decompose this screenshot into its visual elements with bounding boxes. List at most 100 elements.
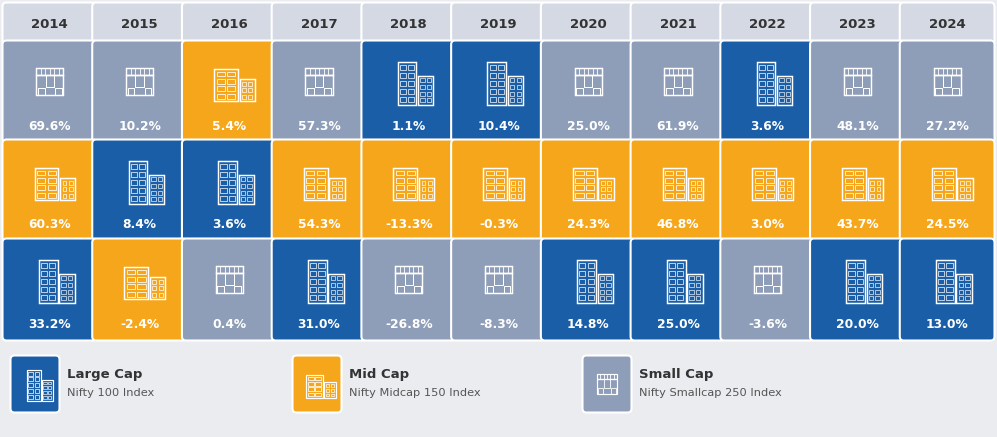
Bar: [677, 287, 684, 292]
Bar: [427, 78, 432, 83]
Bar: [306, 375, 323, 398]
Bar: [498, 65, 504, 70]
Bar: [777, 76, 793, 105]
Bar: [36, 75, 64, 95]
Bar: [247, 197, 252, 201]
Bar: [326, 389, 329, 392]
FancyBboxPatch shape: [3, 41, 98, 142]
Bar: [331, 276, 335, 281]
Bar: [427, 92, 432, 96]
Bar: [767, 73, 774, 78]
Bar: [234, 286, 241, 293]
Bar: [126, 68, 154, 75]
Bar: [215, 273, 243, 293]
Bar: [510, 78, 514, 83]
Text: 27.2%: 27.2%: [925, 119, 968, 132]
Bar: [665, 185, 673, 191]
FancyBboxPatch shape: [810, 41, 904, 142]
Bar: [691, 181, 695, 185]
Bar: [68, 283, 73, 287]
Bar: [487, 286, 494, 293]
Text: 13.0%: 13.0%: [926, 318, 968, 330]
Bar: [317, 178, 325, 183]
Bar: [842, 168, 866, 200]
FancyBboxPatch shape: [899, 3, 994, 45]
Bar: [516, 98, 521, 102]
Bar: [331, 296, 335, 300]
Bar: [946, 295, 953, 300]
Bar: [780, 98, 784, 102]
Bar: [48, 386, 52, 389]
Bar: [242, 88, 246, 92]
Bar: [677, 279, 684, 284]
Bar: [131, 188, 137, 193]
Bar: [400, 97, 406, 102]
Bar: [575, 193, 583, 198]
Bar: [766, 178, 774, 183]
Bar: [227, 72, 235, 76]
Bar: [767, 65, 774, 70]
Bar: [228, 180, 235, 185]
Bar: [868, 290, 873, 294]
Text: -8.3%: -8.3%: [479, 318, 518, 330]
Bar: [875, 276, 880, 281]
Bar: [46, 75, 54, 87]
Bar: [932, 168, 956, 200]
Text: 43.7%: 43.7%: [836, 218, 878, 232]
Bar: [396, 185, 404, 191]
Bar: [507, 76, 523, 105]
Bar: [27, 370, 41, 401]
Bar: [158, 184, 163, 188]
Text: 2023: 2023: [839, 17, 875, 31]
FancyBboxPatch shape: [182, 239, 277, 340]
Text: -26.8%: -26.8%: [385, 318, 433, 330]
Bar: [220, 188, 226, 193]
Bar: [696, 290, 701, 294]
Bar: [490, 73, 496, 78]
Bar: [607, 194, 611, 198]
Bar: [216, 72, 224, 76]
Bar: [216, 87, 224, 91]
Bar: [337, 283, 342, 287]
Bar: [486, 185, 494, 191]
Bar: [498, 89, 504, 94]
Bar: [227, 87, 235, 91]
Bar: [697, 187, 701, 191]
Bar: [498, 73, 504, 78]
FancyBboxPatch shape: [361, 139, 457, 242]
FancyBboxPatch shape: [11, 356, 60, 413]
Bar: [317, 170, 325, 176]
Text: 3.0%: 3.0%: [751, 218, 785, 232]
Bar: [764, 273, 772, 285]
Bar: [934, 185, 942, 191]
Bar: [497, 185, 504, 191]
FancyBboxPatch shape: [810, 3, 904, 45]
Bar: [945, 170, 953, 176]
Bar: [787, 181, 791, 185]
FancyBboxPatch shape: [93, 41, 187, 142]
Bar: [153, 280, 157, 284]
Bar: [579, 295, 585, 300]
Bar: [48, 382, 52, 385]
Bar: [407, 185, 415, 191]
Bar: [62, 296, 66, 300]
Bar: [310, 287, 316, 292]
Bar: [669, 279, 675, 284]
Bar: [37, 185, 45, 191]
Bar: [787, 187, 791, 191]
Bar: [611, 388, 616, 394]
Bar: [247, 191, 252, 194]
Bar: [324, 382, 336, 398]
Bar: [139, 172, 146, 177]
FancyBboxPatch shape: [93, 139, 187, 242]
Text: 3.6%: 3.6%: [751, 119, 785, 132]
Bar: [60, 178, 76, 200]
Bar: [781, 181, 785, 185]
Bar: [138, 284, 146, 289]
Bar: [62, 283, 66, 287]
Bar: [338, 181, 342, 185]
Bar: [587, 271, 594, 276]
Bar: [600, 296, 604, 300]
Bar: [781, 187, 785, 191]
Bar: [696, 283, 701, 287]
